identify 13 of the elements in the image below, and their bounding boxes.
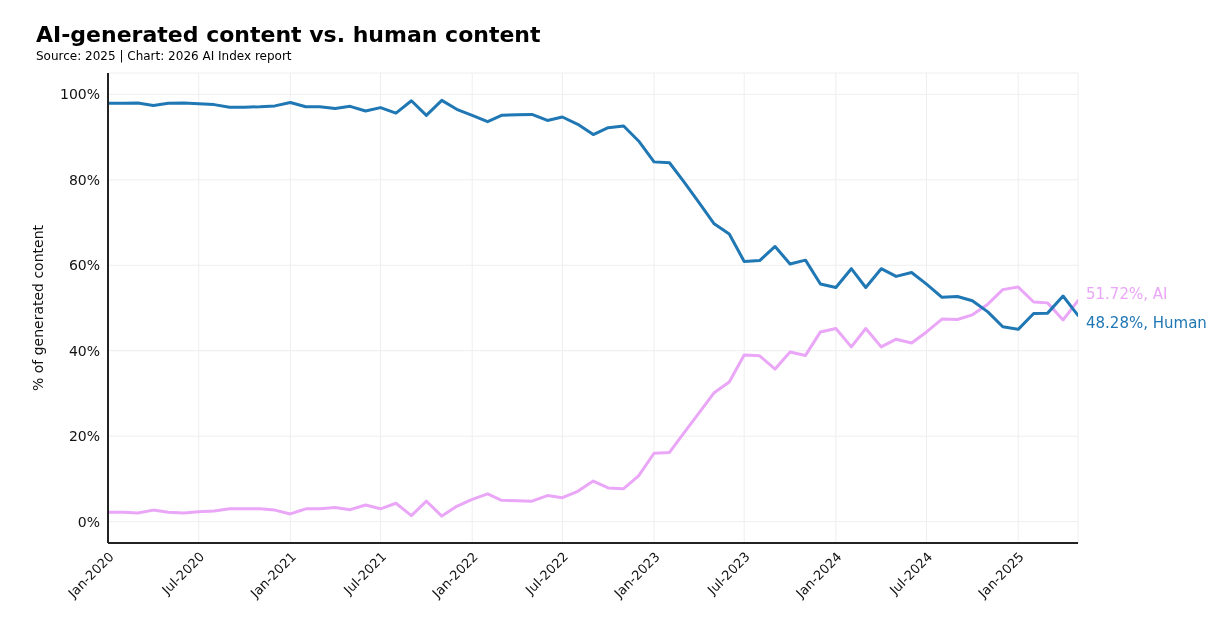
- line-series: [108, 285, 1078, 518]
- y-axis-title: % of generated content: [29, 224, 46, 392]
- y-tick-label: 20%: [68, 428, 100, 445]
- y-tick-label: 100%: [59, 86, 100, 103]
- chart-title: AI-generated content vs. human content: [36, 22, 542, 47]
- text: 48.28%, Human: [1086, 313, 1207, 332]
- y-tick-label: 40%: [68, 342, 100, 359]
- y-tick-label: 60%: [68, 257, 100, 274]
- chart-subtitle: Source: 2025 | Chart: 2026 AI Index report: [36, 49, 293, 63]
- y-tick-label: 0%: [77, 513, 100, 530]
- y-tick-label: 80%: [68, 171, 100, 188]
- line-series: [108, 98, 1078, 331]
- text: 51.72%, AI: [1086, 285, 1168, 304]
